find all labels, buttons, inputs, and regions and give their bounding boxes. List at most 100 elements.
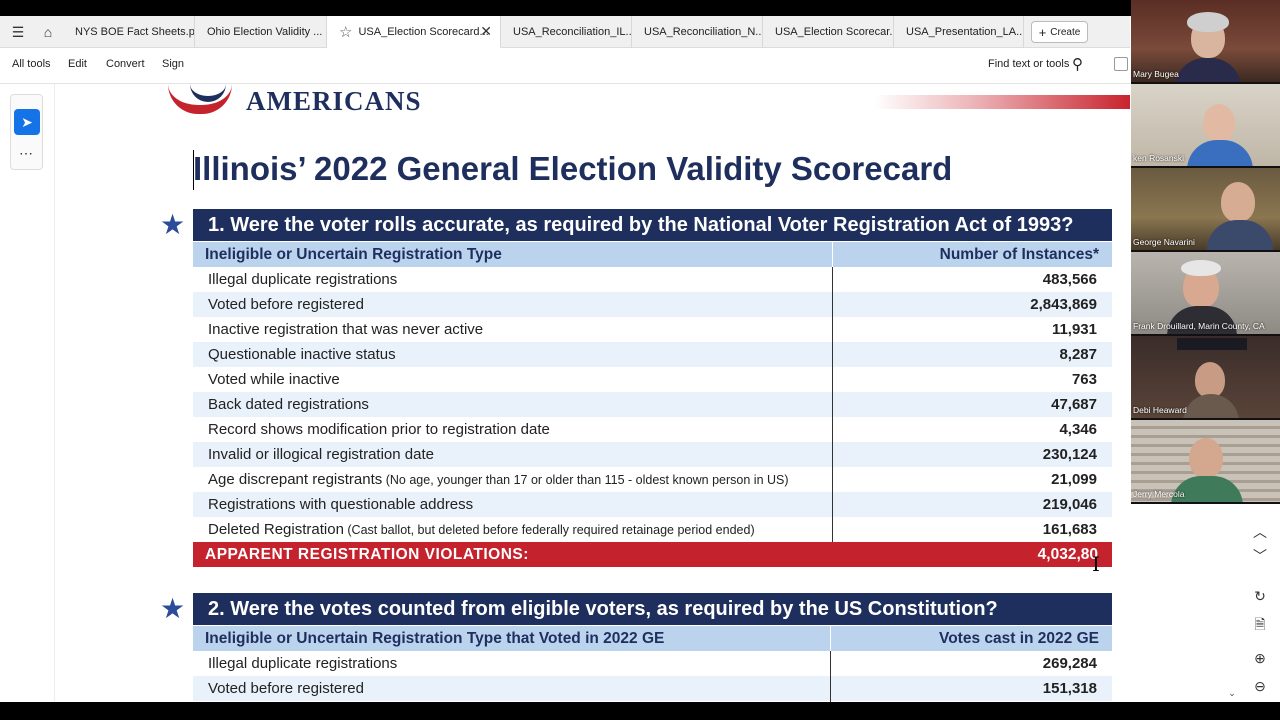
search-icon[interactable]: ⚲ [1072,56,1083,73]
document-title: Illinois’ 2022 General Election Validity… [193,150,953,187]
video-gallery: Mary Bugea ken Rosanski George Navarini … [1131,0,1280,504]
column-header-votes: Votes cast in 2022 GE [939,630,1099,647]
find-text-button[interactable]: Find text or tools [988,58,1070,70]
row-value: 4,346 [1059,421,1097,438]
select-cursor-icon[interactable]: ➤ [14,109,40,135]
table-row: Voted while inactive 763 [193,367,1112,392]
row-label: Voted before registered [208,680,364,697]
row-value: 230,124 [1042,446,1097,463]
table-row: Invalid or illogical registration date 2… [193,442,1112,467]
left-tool-rail: ➤ ⋯ [0,84,55,702]
close-icon[interactable]: ✕ [480,23,492,39]
table-row: Age discrepant registrants (No age, youn… [193,467,1112,492]
row-label: Voted before registered [208,296,364,313]
row-value: 8,287 [1059,346,1097,363]
row-label: Illegal duplicate registrations [208,655,398,672]
table-row: Back dated registrations 47,687 [193,392,1112,417]
tab-nys-boe[interactable]: NYS BOE Fact Sheets.pdf [63,16,195,48]
column-header-type: Ineligible or Uncertain Registration Typ… [205,246,502,263]
table-row: Illegal duplicate registrations 269,284 [193,651,1112,676]
participant-name: George Navarini [1133,237,1195,247]
row-label: Invalid or illogical registration date [208,446,434,463]
row-value: 219,046 [1042,496,1097,513]
table-column-divider [830,651,831,702]
tab-reconciliation-il[interactable]: USA_Reconciliation_IL... [501,16,632,48]
tab-presentation-la[interactable]: USA_Presentation_LA... [894,16,1024,48]
more-tools-icon[interactable]: ⋯ [19,145,34,161]
participant-name: Debi Heaward [1133,405,1187,415]
tab-label: Ohio Election Validity ... [207,26,323,38]
row-note: (No age, younger than 17 or older than 1… [382,473,789,487]
row-label: Registrations with questionable address [208,496,474,513]
create-label: Create [1050,26,1081,38]
menu-icon[interactable]: ☰ [11,23,25,40]
row-note: (Cast ballot, but deleted before federal… [343,523,755,537]
section2-column-header: Ineligible or Uncertain Registration Typ… [193,626,1112,651]
header-red-stripe [874,95,1130,109]
create-button[interactable]: + Create [1031,21,1088,43]
tab-election-scorecard-2[interactable]: USA_Election Scorecar... [763,16,894,48]
participant-tile[interactable]: George Navarini [1131,168,1280,250]
row-label: Illegal duplicate registrations [208,271,398,288]
section1-column-header: Ineligible or Uncertain Registration Typ… [193,242,1112,267]
text-cursor-icon: I [1092,552,1100,576]
save-icon[interactable] [1114,57,1128,71]
scroll-down-arrow-icon[interactable]: ⌄ [1228,688,1236,698]
banner-sign [1177,338,1247,350]
tab-reconciliation-n[interactable]: USA_Reconciliation_N... [632,16,763,48]
refresh-icon[interactable]: ↻ [1254,587,1266,604]
participant-hair [1181,260,1221,276]
participant-name: ken Rosanski [1133,153,1185,163]
table-column-divider [832,267,833,542]
page-up-icon[interactable]: ︿ [1253,524,1267,540]
column-divider [832,242,833,267]
participant-tile[interactable]: Jerry Mercola [1131,420,1280,502]
convert-button[interactable]: Convert [106,58,145,70]
column-header-count: Number of Instances* [939,246,1099,263]
zoom-out-icon[interactable]: ⊖ [1254,677,1266,694]
table-row: Record shows modification prior to regis… [193,417,1112,442]
row-value: 763 [1071,371,1097,388]
tab-label: USA_Reconciliation_N... [644,26,763,38]
tab-ohio[interactable]: Ohio Election Validity ... [195,16,327,48]
star-bullet-icon: ★ [160,209,186,240]
toolbar: All tools Edit Convert Sign Find text or… [0,48,1130,84]
zoom-in-icon[interactable]: ⊕ [1254,649,1266,666]
tab-usa-election-scorecard-active[interactable]: ☆ USA_Election Scorecard... ✕ [327,16,501,48]
total-label: APPARENT REGISTRATION VIOLATIONS: [205,546,529,563]
all-tools-button[interactable]: All tools [12,58,51,70]
column-divider [830,626,831,651]
document-search-icon[interactable]: 🗎 [1254,616,1266,632]
participant-name: Jerry Mercola [1133,489,1185,499]
participant-name: Frank Drouillard, Marin County, CA [1133,321,1265,331]
home-icon[interactable]: ⌂ [43,24,53,40]
text-caret [193,150,194,190]
participant-face [1203,104,1235,142]
table-row: Registrations with questionable address … [193,492,1112,517]
plus-icon: + [1038,24,1047,40]
right-tool-rail: ︿ ﹀ ↻ 🗎 ⊕ ⊖ [1240,506,1280,702]
tab-label: USA_Election Scorecard... [358,25,489,38]
participant-face [1189,438,1223,478]
star-icon[interactable]: ☆ [339,23,353,41]
row-label: Back dated registrations [208,396,369,413]
participant-tile[interactable]: Mary Bugea [1131,0,1280,82]
participant-hair [1187,12,1229,32]
table-row: Illegal duplicate registrations 483,566 [193,267,1112,292]
page-down-icon[interactable]: ﹀ [1253,548,1267,564]
participant-tile[interactable]: Frank Drouillard, Marin County, CA [1131,252,1280,334]
participant-tile[interactable]: Debi Heaward [1131,336,1280,418]
row-value: 2,843,869 [1030,296,1097,313]
row-value: 151,318 [1042,680,1097,697]
logo-wordmark: AMERICANS [246,86,422,116]
total-value: 4,032,80 [1037,546,1098,563]
row-value: 21,099 [1051,471,1097,488]
edit-button[interactable]: Edit [68,58,87,70]
pdf-page: AMERICANS Illinois’ 2022 General Electio… [56,84,1130,702]
participant-tile[interactable]: ken Rosanski [1131,84,1280,166]
row-label: Age discrepant registrants (No age, youn… [208,471,789,488]
acrobat-window: ☰ ⌂ NYS BOE Fact Sheets.pdf Ohio Electio… [0,16,1280,702]
sign-button[interactable]: Sign [162,58,185,70]
vertical-scrollbar[interactable]: ⌄ [1226,84,1238,702]
